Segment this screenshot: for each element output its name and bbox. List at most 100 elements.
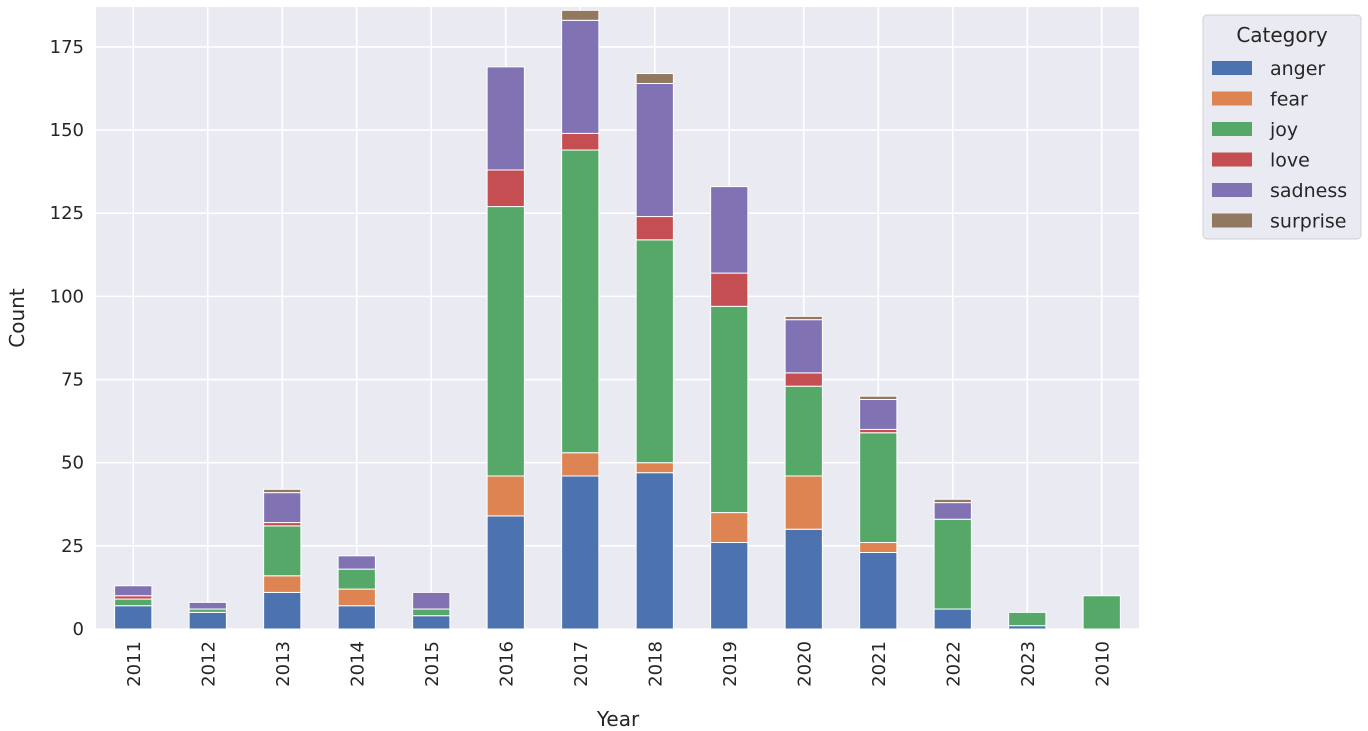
bar-joy-2017 <box>561 149 600 454</box>
bar-sadness-2021 <box>859 398 898 430</box>
legend-title: Category <box>1236 23 1328 47</box>
x-tick-label: 2011 <box>124 641 145 687</box>
bar-anger-2021 <box>859 551 898 630</box>
x-tick-label: 2015 <box>422 641 443 687</box>
bar-joy-2011 <box>114 598 153 607</box>
bar-anger-2022 <box>933 608 972 630</box>
bar-fear-2016 <box>486 475 525 517</box>
y-tick-label: 50 <box>61 453 84 474</box>
legend-swatch-sadness <box>1212 183 1252 197</box>
x-tick-label: 2016 <box>496 641 517 687</box>
bar-joy-2022 <box>933 518 972 610</box>
x-axis-ticks: 2011 2012 2013 2014 2015 2016 2017 2018 2019 2020… <box>124 641 1114 687</box>
bar-joy-2020 <box>784 385 823 477</box>
x-tick-label: 2023 <box>1018 641 1039 687</box>
x-tick-label: 2012 <box>198 641 219 687</box>
x-tick-label: 2021 <box>869 641 890 687</box>
legend-swatch-joy <box>1212 122 1252 136</box>
y-tick-label: 175 <box>50 37 84 58</box>
bar-sadness-2014 <box>337 555 376 570</box>
bar-sadness-2019 <box>710 186 749 274</box>
bar-surprise-2017 <box>561 9 600 21</box>
bar-fear-2017 <box>561 452 600 477</box>
bar-fear-2014 <box>337 588 376 607</box>
bar-sadness-2022 <box>933 502 972 520</box>
bar-sadness-2012 <box>188 601 227 610</box>
bar-anger-2012 <box>188 611 227 630</box>
x-tick-label: 2020 <box>794 641 815 687</box>
bar-fear-2021 <box>859 542 898 553</box>
bar-anger-2017 <box>561 475 600 630</box>
bar-joy-2016 <box>486 206 525 477</box>
y-tick-label: 75 <box>61 370 84 391</box>
y-tick-label: 150 <box>50 120 84 141</box>
y-axis-ticks: 0 25 50 75 100 125 150 175 <box>50 37 84 640</box>
legend: Category anger fear joy love sadness surprise <box>1202 14 1362 240</box>
bar-anger-2018 <box>635 472 674 630</box>
bars <box>114 9 1121 630</box>
legend-label-joy: joy <box>1269 119 1298 141</box>
bar-anger-2020 <box>784 528 823 630</box>
bar-fear-2018 <box>635 462 674 474</box>
legend-label-anger: anger <box>1270 58 1325 80</box>
y-tick-label: 125 <box>50 203 84 224</box>
x-tick-label: 2019 <box>720 641 741 687</box>
x-tick-label: 2018 <box>645 641 666 687</box>
legend-swatch-love <box>1212 152 1252 167</box>
bar-sadness-2020 <box>784 319 823 374</box>
bar-sadness-2011 <box>114 585 153 597</box>
bar-anger-2014 <box>337 605 376 630</box>
bar-love-2019 <box>710 272 749 307</box>
bar-love-2016 <box>486 169 525 208</box>
bar-sadness-2013 <box>263 492 302 524</box>
legend-swatch-anger <box>1212 61 1252 75</box>
bar-anger-2011 <box>114 605 153 630</box>
bar-anger-2015 <box>412 615 451 630</box>
bar-anger-2019 <box>710 542 749 630</box>
bar-sadness-2015 <box>412 591 451 610</box>
y-tick-label: 100 <box>50 286 84 307</box>
bar-surprise-2018 <box>635 73 674 85</box>
bar-sadness-2018 <box>635 83 674 218</box>
bar-joy-2010 <box>1082 595 1121 630</box>
bar-love-2018 <box>635 216 674 241</box>
x-axis-title: Year <box>596 707 640 731</box>
legend-items: anger fear joy love sadness surprise <box>1212 58 1347 233</box>
x-tick-label: 2017 <box>571 641 592 687</box>
bar-joy-2014 <box>337 568 376 590</box>
legend-label-surprise: surprise <box>1270 211 1347 233</box>
x-tick-label: 2014 <box>347 641 368 687</box>
legend-label-fear: fear <box>1270 89 1308 111</box>
y-tick-label: 25 <box>61 536 84 557</box>
bar-love-2017 <box>561 132 600 151</box>
legend-swatch-fear <box>1212 91 1252 106</box>
x-tick-label: 2022 <box>943 641 964 687</box>
bar-surprise-2022 <box>933 498 972 504</box>
x-tick-label: 2010 <box>1092 641 1113 687</box>
bar-joy-2013 <box>263 525 302 577</box>
bar-joy-2021 <box>859 432 898 544</box>
bar-love-2020 <box>784 372 823 387</box>
bar-surprise-2021 <box>859 395 898 400</box>
plot-background <box>96 7 1139 629</box>
bar-fear-2020 <box>784 475 823 530</box>
legend-label-sadness: sadness <box>1270 180 1347 202</box>
bar-anger-2013 <box>263 591 302 630</box>
x-tick-label: 2013 <box>273 641 294 687</box>
y-axis-title: Count <box>5 288 29 348</box>
bar-anger-2016 <box>486 515 525 630</box>
y-tick-label: 0 <box>73 619 84 640</box>
bar-fear-2013 <box>263 575 302 593</box>
bar-joy-2018 <box>635 239 674 464</box>
bar-surprise-2013 <box>263 488 302 494</box>
bar-joy-2023 <box>1008 611 1047 627</box>
bar-fear-2019 <box>710 512 749 544</box>
legend-swatch-surprise <box>1212 213 1252 228</box>
bar-surprise-2020 <box>784 315 823 321</box>
bar-joy-2019 <box>710 305 749 514</box>
bar-joy-2015 <box>412 608 451 617</box>
bar-sadness-2016 <box>486 66 525 171</box>
bar-sadness-2017 <box>561 19 600 134</box>
